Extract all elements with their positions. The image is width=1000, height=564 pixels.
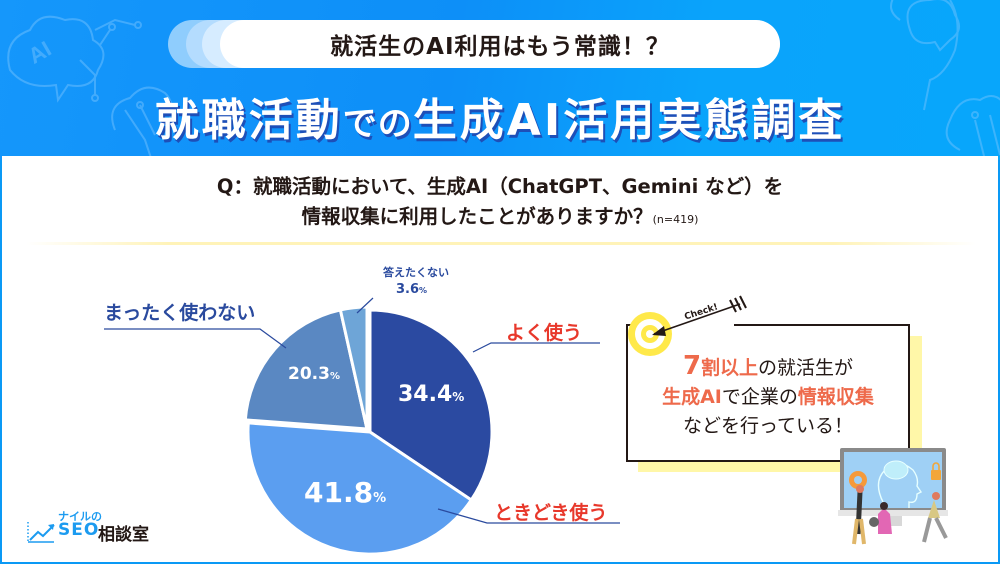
callout-text: 7割以上の就活生が 生成AIで企業の情報収集 などを行っている！ <box>662 351 874 438</box>
check-label: Check! <box>683 302 719 322</box>
value-never: 20.3% <box>288 364 340 384</box>
yellow-divider <box>26 242 976 245</box>
survey-question: Q：就職活動において、生成AI（ChatGPT、Gemini など）を 情報収集… <box>2 172 998 235</box>
value-no-answer: 3.6% <box>396 282 428 297</box>
slice-no-answer <box>338 305 369 430</box>
category-label-never: まったく使わない <box>104 302 256 324</box>
subtitle-text: 就活生のAI利用はもう常識！？ <box>330 34 670 60</box>
ai-circuit-decoration-icon: AI <box>7 0 1000 160</box>
category-label-sometimes: ときどき使う <box>494 502 608 524</box>
slice-often <box>368 308 494 503</box>
logo-seo-text: SEO <box>58 520 100 540</box>
target-arrow-icon: Check! <box>628 295 747 356</box>
sample-size: (n=419) <box>652 213 699 226</box>
value-sometimes: 41.8% <box>304 476 387 509</box>
value-often: 34.4% <box>398 382 465 407</box>
leader-line-often <box>472 342 600 353</box>
slice-sometimes <box>246 421 474 556</box>
logo-jp-text: 相談室 <box>98 525 149 545</box>
question-line-2: 情報収集に利用したことがありますか？ <box>301 205 653 228</box>
subtitle-pill-body: 就活生のAI利用はもう常識！？ <box>220 20 780 68</box>
leader-line-no-answer <box>356 297 374 314</box>
title-part-2: での <box>342 104 413 144</box>
page-title: 就職活動での生成AI活用実態調査 <box>0 84 1000 148</box>
slice-never <box>243 308 369 431</box>
header-banner: AI 就活生のAI利用はもう常識！？ 就職活動での生成AI活用実態調査 <box>0 0 1000 160</box>
leader-line-sometimes <box>437 508 620 524</box>
leader-line-never <box>104 328 287 349</box>
question-line-1: Q：就職活動において、生成AI（ChatGPT、Gemini など）を <box>216 175 784 198</box>
category-label-no-answer: 答えたくない <box>383 266 449 279</box>
category-label-often: よく使う <box>506 322 583 344</box>
title-part-1: 就職活動 <box>154 95 343 146</box>
ai-team-illustration-icon <box>838 448 948 545</box>
subtitle-pill: 就活生のAI利用はもう常識！？ <box>168 20 832 68</box>
trend-chart-icon <box>27 522 55 543</box>
callout-box <box>626 324 910 462</box>
logo-small-text: ナイルの <box>58 510 102 523</box>
title-part-3: 生成AI活用実態調査 <box>412 95 846 146</box>
